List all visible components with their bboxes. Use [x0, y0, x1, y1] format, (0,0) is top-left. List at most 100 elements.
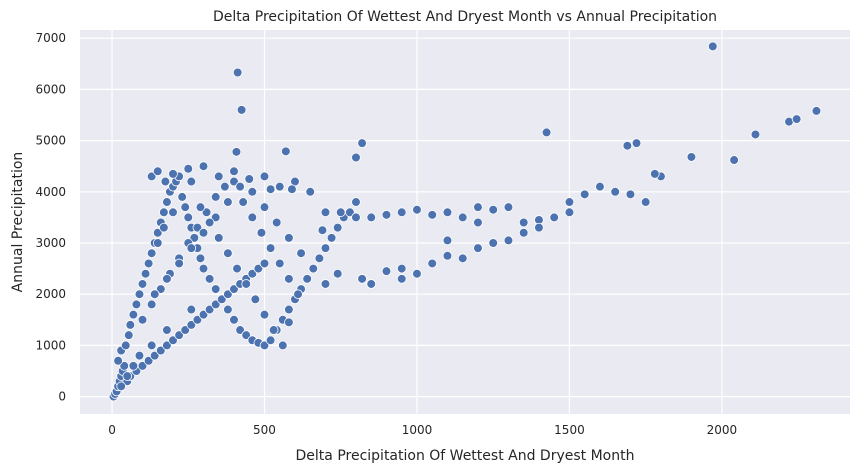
scatter-point	[146, 340, 157, 351]
scatter-point	[308, 263, 319, 274]
scatter-point	[622, 140, 633, 151]
scatter-point	[128, 361, 139, 371]
scatter-point	[332, 222, 343, 233]
y-tick-label: 5000	[35, 134, 66, 148]
scatter-point	[183, 212, 194, 223]
scatter-point	[159, 207, 169, 218]
scatter-point	[686, 152, 697, 162]
scatter-point	[162, 197, 172, 207]
scatter-point	[186, 176, 197, 187]
scatter-point	[162, 274, 172, 284]
scatter-point	[442, 250, 453, 261]
scatter-point	[284, 304, 294, 315]
scatter-point	[162, 325, 172, 335]
scatter-point	[241, 330, 251, 340]
x-axis-ticks: 0 500 1000 1500 2000	[108, 423, 737, 437]
scatter-point	[457, 253, 468, 264]
scatter-point	[381, 210, 392, 220]
scatter-point	[284, 274, 294, 284]
scatter-point	[274, 258, 285, 269]
scatter-point	[277, 340, 288, 351]
scatter-point	[168, 335, 178, 346]
y-tick-label: 2000	[35, 287, 66, 301]
scatter-point	[457, 212, 468, 223]
scatter-point	[232, 67, 243, 78]
scatter-point	[177, 192, 187, 202]
scatter-point	[357, 138, 367, 148]
scatter-point	[473, 243, 483, 253]
scatter-point	[149, 289, 160, 299]
scatter-point	[180, 325, 191, 335]
scatter-point	[427, 258, 438, 269]
scatter-point	[192, 222, 203, 233]
scatter-point	[650, 169, 660, 179]
scatter-point	[146, 171, 157, 182]
scatter-point	[381, 266, 392, 276]
scatter-point	[366, 279, 377, 289]
scatter-point	[534, 222, 544, 233]
scatter-point	[503, 202, 514, 212]
scatter-point	[146, 248, 157, 259]
grid	[80, 30, 850, 414]
scatter-point	[235, 325, 245, 335]
scatter-point	[326, 233, 337, 243]
scatter-point	[503, 235, 514, 246]
scatter-point	[210, 212, 221, 223]
scatter-point	[213, 233, 224, 243]
scatter-point	[473, 202, 483, 212]
scatter-point	[595, 181, 605, 192]
scatter-point	[204, 304, 215, 315]
scatter-point	[305, 186, 316, 197]
scatter-point	[131, 299, 142, 310]
scatter-point	[351, 212, 361, 223]
scatter-point	[427, 210, 438, 220]
y-axis-ticks: 0 1000 2000 3000 4000 5000 6000 7000	[35, 31, 66, 403]
scatter-point	[750, 129, 761, 140]
scatter-point	[241, 279, 251, 289]
y-axis-label: Annual Precipitation	[10, 152, 26, 293]
scatter-point	[256, 227, 267, 238]
scatter-point	[229, 176, 239, 187]
scatter-point	[549, 212, 559, 223]
y-tick-label: 4000	[35, 185, 66, 199]
scatter-point	[186, 320, 197, 330]
scatter-point	[284, 233, 294, 243]
x-tick-label: 2000	[707, 423, 738, 437]
scatter-point	[134, 289, 145, 299]
scatter-point	[156, 345, 166, 356]
scatter-point	[198, 227, 209, 238]
scatter-point	[579, 189, 590, 200]
y-tick-label: 0	[58, 390, 66, 404]
scatter-point	[236, 105, 247, 115]
scatter-point	[180, 202, 191, 212]
scatter-point	[247, 186, 258, 197]
scatter-point	[220, 181, 230, 192]
scatter-point	[265, 184, 276, 195]
scatter-point	[123, 330, 134, 340]
scatter-point	[143, 355, 154, 366]
scatter-point	[488, 204, 499, 215]
scatter-point	[195, 202, 206, 212]
scatter-point	[183, 163, 194, 174]
scatter-point	[128, 309, 139, 320]
scatter-point	[146, 299, 157, 310]
scatter-point	[168, 169, 178, 179]
scatter-point	[113, 355, 123, 366]
scatter-point	[229, 284, 239, 294]
scatter-point	[201, 207, 212, 218]
scatter-point	[250, 294, 261, 305]
scatter-point	[122, 371, 133, 381]
scatter-point	[223, 304, 233, 315]
scatter-point	[293, 289, 303, 299]
scatter-point	[223, 197, 233, 207]
x-axis-label: Delta Precipitation Of Wettest And Dryes…	[296, 448, 635, 464]
scatter-point	[287, 184, 297, 195]
x-tick-label: 1500	[554, 423, 585, 437]
scatter-point	[152, 166, 163, 177]
scatter-point	[174, 258, 184, 269]
scatter-point	[317, 225, 328, 235]
scatter-point	[210, 192, 221, 202]
scatter-point	[160, 176, 171, 187]
scatter-point	[281, 146, 291, 157]
x-tick-label: 1000	[402, 423, 433, 437]
